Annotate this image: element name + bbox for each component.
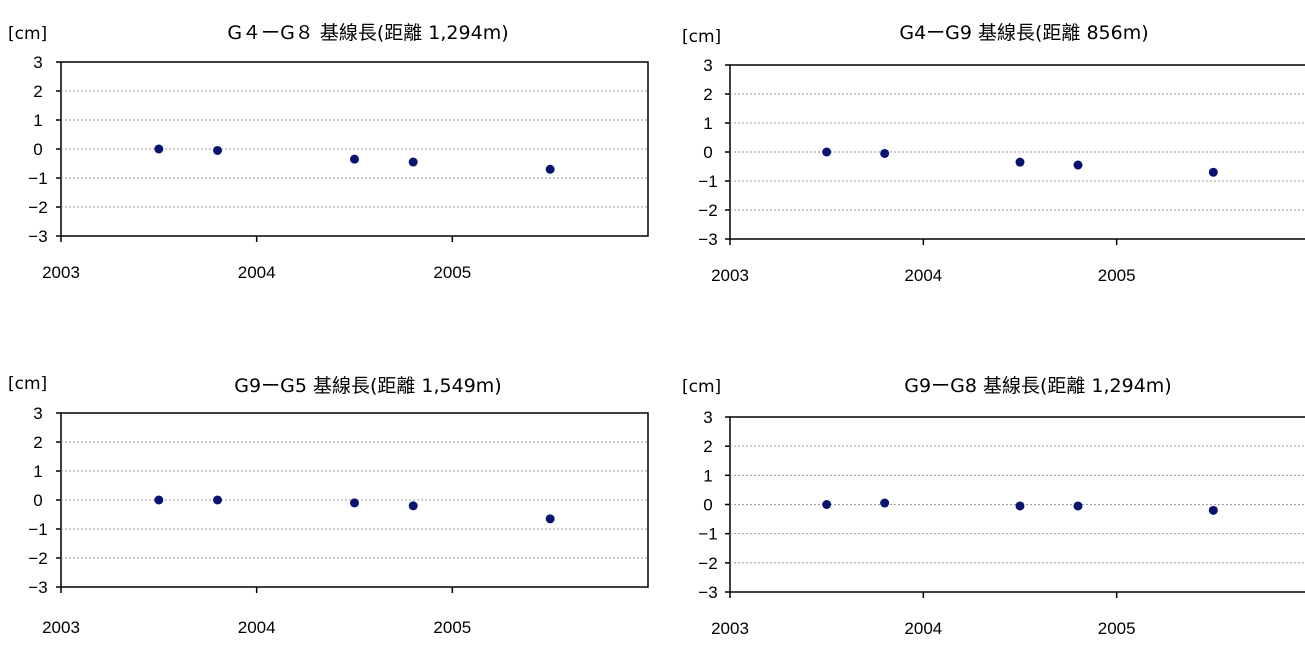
data-point [880,148,890,158]
data-point [213,145,223,155]
data-point [350,154,359,164]
y-tick-label: 3 [33,53,42,72]
data-point [880,498,890,508]
y-tick-label: −1 [698,525,717,544]
y-tick-label: 0 [703,496,712,515]
y-tick-label: −1 [28,520,47,539]
chart-title: G9ーG5 基線長(距離 1,549m) [234,375,501,397]
y-tick-label: 0 [703,143,712,162]
data-point [154,144,164,154]
chart-panel-g9-g5: [cm] G9ーG5 基線長(距離 1,549m) 3 2 1 0 −1 −2 −3 2003… [0,350,649,650]
chart-title: G9ーG8 基線長(距離 1,294m) [904,375,1171,397]
y-tick-label: −3 [28,578,47,597]
y-tick-label: −3 [28,227,47,246]
unit-label: [cm] [8,374,47,394]
data-point [1015,157,1025,167]
y-tick-label: −2 [698,554,717,573]
y-tick-label: 2 [703,437,712,456]
data-point [822,500,832,509]
chart-svg-g4-g8: [cm] G４ーG８ 基線長(距離 1,294m) 3 2 1 0 −1 −2 −3 2003… [8,22,649,282]
y-tick-label: −1 [28,169,47,188]
y-tick-label: 3 [33,404,42,423]
x-tick-label: 2004 [904,619,942,638]
y-tick-label: 2 [703,85,712,104]
chart-title: G4ーG9 基線長(距離 856m) [899,22,1148,44]
chart-panel-g9-g8: [cm] G9ーG8 基線長(距離 1,294m) 3 2 1 0 −1 −2 −3 2003… [670,350,1305,650]
data-point [1073,501,1083,511]
y-tick-label: −2 [28,549,47,568]
y-tick-label: 2 [33,82,42,101]
x-tick-label: 2004 [904,266,942,285]
y-tick-label: −3 [698,583,717,602]
x-tick-label: 2005 [1098,619,1136,638]
data-point [154,495,164,505]
y-tick-label: −2 [28,198,47,217]
data-point [408,501,418,511]
data-point [545,164,555,174]
x-tick-label: 2005 [1098,266,1136,285]
y-tick-label: 0 [33,140,42,159]
y-tick-label: 1 [33,462,42,481]
x-tick-label: 2003 [42,263,80,282]
y-tick-label: 0 [33,491,42,510]
data-point [822,147,832,157]
unit-label: [cm] [682,27,721,47]
data-point [350,498,359,508]
y-tick-label: 1 [33,111,42,130]
y-tick-label: −2 [698,201,717,220]
x-tick-label: 2005 [433,618,471,637]
chart-svg-g9-g5: [cm] G9ーG5 基線長(距離 1,549m) 3 2 1 0 −1 −2 −3 2003… [8,374,649,637]
y-tick-label: −3 [698,230,717,249]
data-point [213,495,223,505]
data-point [1015,501,1025,511]
x-tick-label: 2005 [433,263,471,282]
y-tick-label: 3 [703,408,712,427]
data-point [545,514,555,524]
y-tick-label: −1 [698,172,717,191]
x-tick-label: 2003 [42,618,80,637]
x-tick-label: 2004 [238,618,276,637]
y-tick-label: 2 [33,433,42,452]
data-point [408,157,418,167]
chart-title: G４ーG８ 基線長(距離 1,294m) [227,22,508,44]
unit-label: [cm] [682,377,721,397]
chart-svg-g9-g8: [cm] G9ーG8 基線長(距離 1,294m) 3 2 1 0 −1 −2 −3 2003… [682,375,1305,638]
chart-panel-g4-g9: [cm] G4ーG9 基線長(距離 856m) 3 2 1 0 −1 −2 −3 2003 20… [670,0,1305,300]
chart-svg-g4-g9: [cm] G4ーG9 基線長(距離 856m) 3 2 1 0 −1 −2 −3 2003 20… [682,22,1305,285]
y-tick-label: 3 [703,56,712,75]
data-point [1073,160,1083,170]
y-tick-label: 1 [703,466,712,485]
data-point [1208,505,1218,515]
y-tick-label: 1 [703,114,712,133]
unit-label: [cm] [8,24,47,44]
chart-panel-g4-g8: [cm] G４ーG８ 基線長(距離 1,294m) 3 2 1 0 −1 −2 −3 2003… [0,0,649,300]
x-tick-label: 2003 [711,619,749,638]
x-tick-label: 2004 [238,263,276,282]
x-tick-label: 2003 [711,266,749,285]
data-point [1208,167,1218,177]
